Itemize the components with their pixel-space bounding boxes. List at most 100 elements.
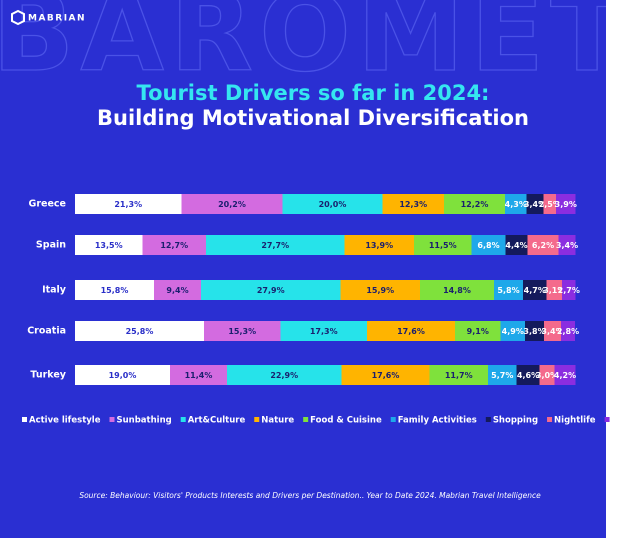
data-label: 5,8% <box>497 286 519 295</box>
legend-swatch <box>180 417 186 422</box>
bar-segment <box>282 194 383 214</box>
chart-subtitle: Building Motivational Diversification <box>97 106 529 130</box>
bar-segment <box>471 235 506 255</box>
data-label: 21,3% <box>114 200 142 209</box>
bar-segment <box>414 235 472 255</box>
data-label: 17,6% <box>372 371 400 380</box>
bar-segment <box>539 365 555 385</box>
bar-segment <box>75 365 170 385</box>
legend-swatch <box>485 417 491 422</box>
bar-segment <box>523 280 547 300</box>
legend-swatch <box>390 417 396 422</box>
bar-segment <box>420 280 494 300</box>
data-label: 22,9% <box>270 371 298 380</box>
data-label: 12,7% <box>160 241 188 250</box>
data-label: 17,3% <box>310 327 338 336</box>
legend-swatch <box>547 417 553 422</box>
bar-segment <box>142 235 206 255</box>
bar-segment <box>227 365 342 385</box>
brand: MABRIAN <box>28 14 86 24</box>
legend-label: Family Activities <box>398 416 477 426</box>
data-label: 3,4% <box>524 200 546 209</box>
data-label: 15,9% <box>366 286 394 295</box>
data-label: 6,2% <box>532 241 554 250</box>
data-label: 20,0% <box>319 200 347 209</box>
bar-segment <box>75 280 154 300</box>
watermark: BAROMETER <box>0 0 620 96</box>
data-label: 14,8% <box>443 286 471 295</box>
data-label: 11,7% <box>445 371 473 380</box>
bar-segment <box>500 321 525 341</box>
bar-segment <box>494 280 523 300</box>
bar-segment <box>75 235 143 255</box>
bar-segment <box>526 194 544 214</box>
bar-segment <box>525 321 544 341</box>
bar-segment <box>561 321 575 341</box>
data-label: 2,5% <box>539 200 561 209</box>
data-label: 4,6% <box>517 371 539 380</box>
data-label: 2,7% <box>558 286 580 295</box>
bar-segment <box>382 194 444 214</box>
data-label: 3,9% <box>555 200 577 209</box>
data-label: 11,4% <box>185 371 213 380</box>
data-label: 3,4% <box>556 241 578 250</box>
legend-swatch <box>109 417 115 422</box>
bar-segment <box>516 365 540 385</box>
bar-segment <box>505 235 528 255</box>
bar-segment <box>341 365 430 385</box>
data-label: 25,8% <box>126 327 154 336</box>
legend-swatch <box>303 417 309 422</box>
data-label: 9,4% <box>166 286 188 295</box>
data-label: 3,1% <box>543 286 565 295</box>
category-label: Turkey <box>30 370 66 381</box>
data-label: 4,7% <box>524 286 546 295</box>
bar-segment <box>556 194 576 214</box>
data-label: 9,1% <box>467 327 489 336</box>
background <box>0 0 606 538</box>
legend-label: Sunbathing <box>117 416 172 426</box>
data-label: 11,5% <box>429 241 457 250</box>
legend-label: Nightlife <box>554 416 596 426</box>
bar-segment <box>544 321 561 341</box>
legend-label: Wellness <box>612 416 620 426</box>
legend-label: Shopping <box>493 416 538 426</box>
legend-label: Art&Culture <box>188 416 246 426</box>
bar-segment <box>75 194 182 214</box>
bar-segment <box>367 321 455 341</box>
bar-segment <box>170 365 227 385</box>
bar-segment <box>562 280 576 300</box>
data-label: 3,0% <box>536 371 558 380</box>
data-label: 6,8% <box>477 241 499 250</box>
bar-segment <box>455 321 501 341</box>
bar-segment <box>546 280 562 300</box>
data-label: 15,8% <box>101 286 129 295</box>
data-label: 12,2% <box>461 200 489 209</box>
chart-title: Tourist Drivers so far in 2024: <box>137 81 490 105</box>
bar-segment <box>505 194 527 214</box>
legend-label: Nature <box>261 416 294 426</box>
bar-segment <box>154 280 201 300</box>
category-label: Greece <box>29 199 66 210</box>
data-label: 4,4% <box>505 241 527 250</box>
legend-swatch <box>254 417 260 422</box>
category-label: Italy <box>42 285 67 296</box>
bar-segment <box>344 235 414 255</box>
bar-segment <box>280 321 367 341</box>
data-label: 2,8% <box>557 327 579 336</box>
legend-swatch <box>604 417 610 422</box>
data-label: 27,7% <box>261 241 289 250</box>
bar-segment <box>543 194 556 214</box>
data-label: 13,5% <box>95 241 123 250</box>
data-label: 20,2% <box>218 200 246 209</box>
bar-segment <box>558 235 576 255</box>
bar-segment <box>340 280 420 300</box>
bar-segment <box>206 235 345 255</box>
legend: Active lifestyle Sunbathing Art&Culture Nat… <box>22 416 620 426</box>
data-label: 4,2% <box>554 371 576 380</box>
data-label: 3,4% <box>541 327 563 336</box>
bar-segment <box>527 235 559 255</box>
data-label: 17,6% <box>397 327 425 336</box>
source: Source: Behaviour: Visitors' Products In… <box>79 491 541 500</box>
logo-icon <box>11 9 25 26</box>
